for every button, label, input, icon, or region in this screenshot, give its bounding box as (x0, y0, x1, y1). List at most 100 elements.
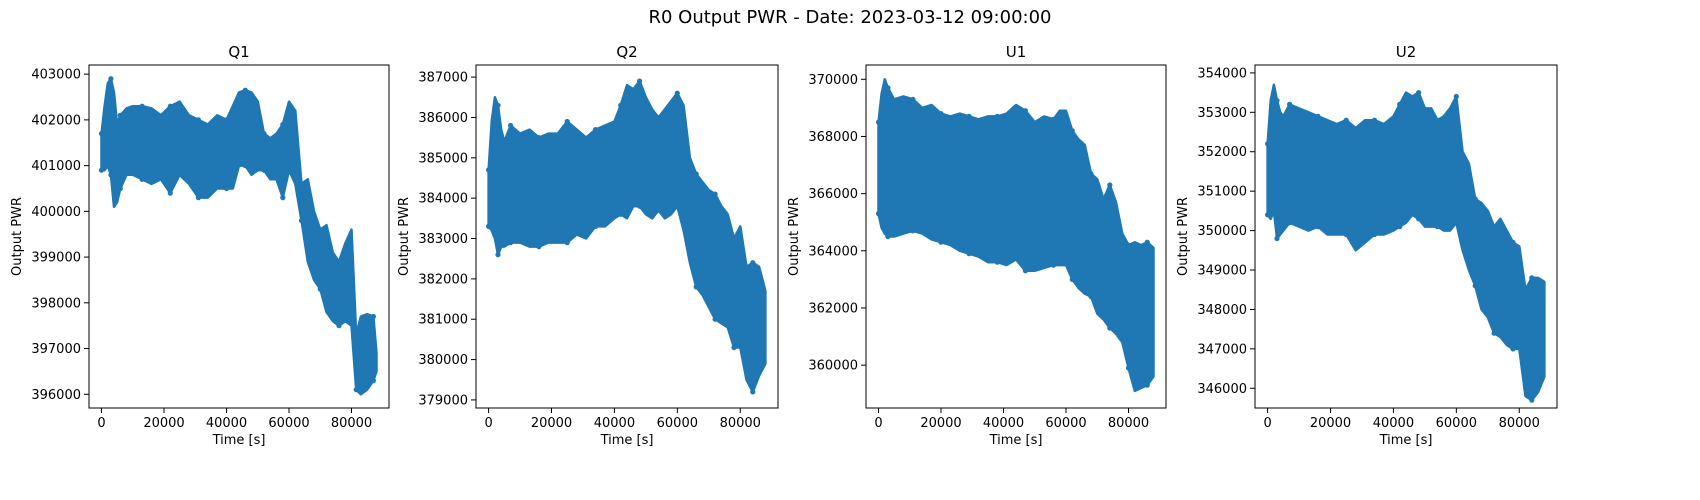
chart-u2-point-upper (1453, 93, 1459, 100)
chart-u2-point-upper (1397, 101, 1403, 107)
chart-u1-xtick-label: 80000 (1108, 416, 1149, 431)
chart-u2-point-upper (1371, 117, 1378, 123)
chart-q2-point-upper (508, 122, 514, 129)
chart-u1-point-upper (1050, 116, 1057, 122)
chart-q2-xtick-label: 20000 (531, 416, 572, 431)
chart-u1-point-upper (1022, 108, 1028, 114)
chart-u2-point-lower (1397, 224, 1403, 230)
chart-q1-ytick-label: 396000 (31, 388, 81, 403)
chart-u1-point-upper (966, 113, 972, 119)
figure-title: R0 Output PWR - Date: 2023-03-12 09:00:0… (648, 7, 1052, 28)
chart-q1-point-lower (353, 387, 359, 393)
chart-q1-axes-frame (88, 64, 390, 409)
chart-q1-xlabel: Time [s] (212, 433, 266, 448)
chart-u2-point-lower (1472, 283, 1478, 289)
chart-q1-ytick-label: 400000 (31, 205, 81, 220)
chart-q1-point-lower (167, 190, 173, 196)
chart-q2-point-lower (495, 252, 501, 258)
chart-q1-point-lower (261, 167, 267, 173)
chart-q1-point-upper (261, 131, 267, 137)
chart-q2-title: Q2 (616, 43, 637, 61)
chart-q2-xtick-label: 0 (484, 416, 492, 431)
chart-u1-xtick-label: 40000 (983, 416, 1024, 431)
chart-q1-point-upper (117, 112, 123, 118)
chart-u2-title: U2 (1396, 43, 1417, 61)
chart-u2-ytick-label: 349000 (1197, 264, 1247, 279)
chart-q2-ytick-label: 379000 (418, 393, 468, 408)
chart-u1-point-upper (938, 111, 944, 117)
chart-u1-ytick-label: 360000 (808, 359, 858, 374)
chart-u2-point-upper (1315, 113, 1321, 119)
chart-u2-xlabel: Time [s] (1379, 433, 1433, 448)
chart-q2-ytick-label: 386000 (418, 111, 468, 126)
chart-u1-ytick-label: 364000 (808, 244, 858, 259)
chart-q2-ytick-label: 380000 (418, 353, 468, 368)
chart-u2-series-band (1266, 83, 1546, 402)
chart-u1-ytick-label: 362000 (808, 301, 858, 316)
chart-q1-ytick-label: 399000 (31, 251, 81, 266)
chart-u2-point-lower (1510, 346, 1516, 352)
chart-q1-point-lower (317, 286, 323, 292)
chart-u2-point-upper (1274, 97, 1280, 104)
chart-q2-point-upper (693, 171, 699, 177)
chart-u1-point-upper (1125, 242, 1132, 248)
chart-u2-point-upper (1472, 196, 1478, 202)
chart-q2-point-lower (655, 207, 662, 213)
chart-q1-point-lower (298, 217, 305, 224)
chart-u1-point-upper (1144, 239, 1150, 245)
chart-u1-point-lower (1107, 325, 1113, 331)
chart-u2-point-upper (1343, 117, 1349, 123)
chart-q2-ytick-label: 387000 (418, 71, 468, 86)
chart-u2-point-lower (1371, 231, 1378, 238)
chart-q2-ytick-label: 384000 (418, 192, 468, 207)
chart-u1-point-lower (1022, 268, 1028, 274)
chart-u2-ytick-label: 352000 (1197, 145, 1247, 160)
chart-u1-point-lower (994, 259, 1000, 265)
chart-q1-title: Q1 (228, 43, 249, 61)
chart-u1-xlabel: Time [s] (989, 433, 1043, 448)
chart-q1-ytick-label: 403000 (31, 68, 81, 83)
chart-u2-point-lower (1265, 212, 1271, 218)
chart-q1-ytick-label: 402000 (31, 113, 81, 128)
chart-q1-point-lower (370, 378, 376, 384)
chart-q2-xtick-label: 40000 (594, 416, 635, 431)
chart-q2-point-lower (712, 316, 718, 322)
chart-q2-ytick-label: 383000 (418, 232, 468, 247)
chart-q2-panel: 0 20000 40000 60000 80000 379000 380000 381000 3… (397, 43, 779, 448)
chart-q2-point-lower (486, 223, 492, 229)
chart-u1-point-upper (1069, 128, 1075, 134)
chart-u1-point-lower (910, 228, 916, 234)
chart-q2-xtick-label: 60000 (657, 416, 698, 431)
chart-q1-point-lower (242, 163, 248, 169)
chart-u2-ytick-label: 353000 (1197, 106, 1247, 121)
chart-u2-ytick-label: 346000 (1197, 382, 1247, 397)
chart-u2-ytick-label: 347000 (1197, 342, 1247, 357)
chart-u2-point-upper (1265, 141, 1271, 147)
chart-u2-point-upper (1529, 275, 1535, 281)
chart-q2-point-lower (536, 244, 542, 250)
chart-q1-point-lower (336, 323, 342, 329)
chart-u1-ylabel: Output PWR (787, 197, 802, 276)
chart-q2-point-upper (712, 191, 718, 197)
chart-u2-ytick-label: 348000 (1197, 303, 1247, 318)
chart-q1-ylabel: Output PWR (10, 197, 25, 276)
chart-u2-point-upper (1287, 101, 1293, 107)
chart-q1-point-upper (298, 181, 305, 187)
chart-q2-point-upper (592, 127, 599, 133)
chart-q2-axes-frame (475, 64, 779, 409)
chart-q2-point-lower (637, 203, 643, 209)
chart-u1-point-lower (1088, 293, 1094, 300)
chart-q1-point-lower (108, 172, 114, 178)
chart-u1-point-upper (885, 85, 891, 91)
chart-q1-point-upper (242, 87, 248, 93)
chart-q1-xtick-label: 60000 (268, 416, 309, 431)
chart-q1-xtick-label: 80000 (331, 416, 372, 431)
chart-u1-point-upper (1107, 182, 1113, 188)
chart-u1-title: U1 (1006, 43, 1027, 61)
chart-q2-point-lower (508, 240, 514, 246)
chart-q1-ytick-label: 401000 (31, 159, 81, 174)
chart-u1-xtick-label: 0 (874, 416, 882, 431)
chart-q2-point-upper (495, 102, 501, 108)
chart-q1-point-upper (167, 103, 173, 109)
